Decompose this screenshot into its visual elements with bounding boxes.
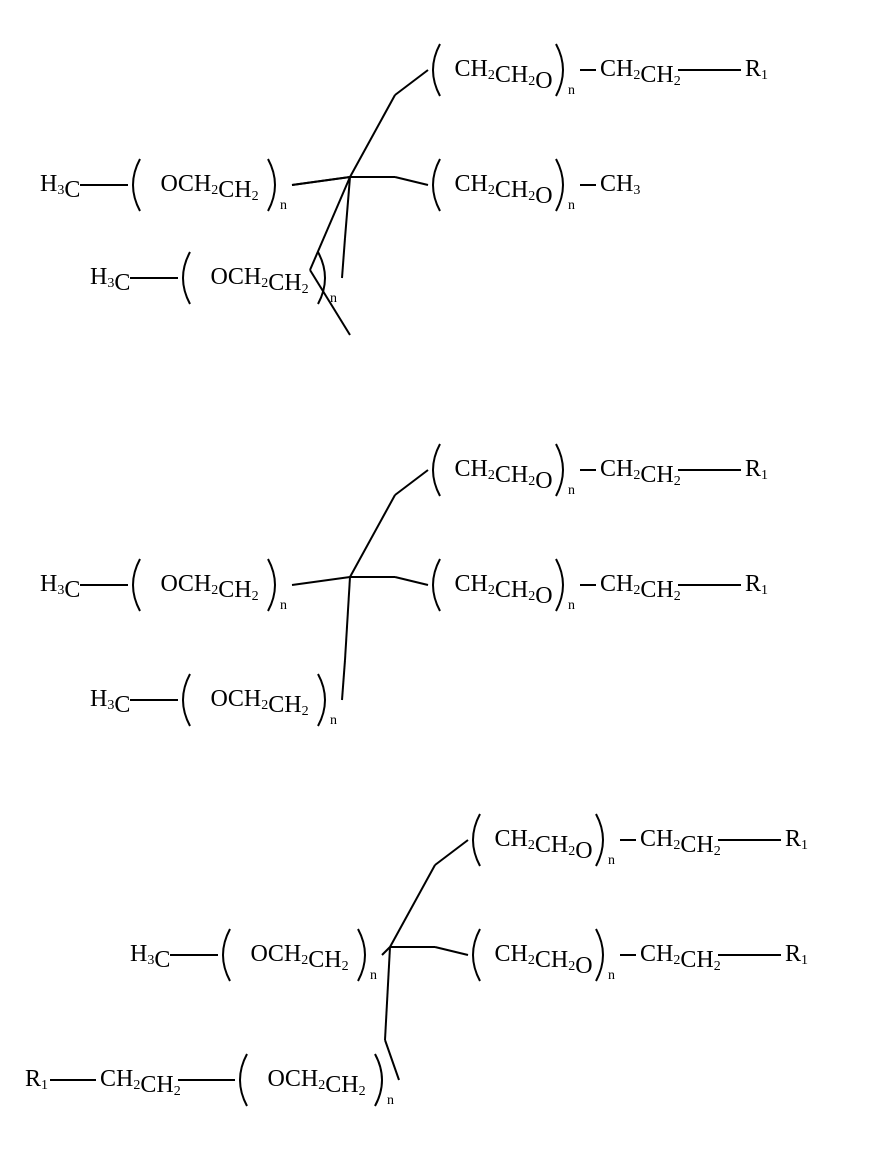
svg-text:n: n: [608, 968, 615, 983]
svg-text:n: n: [608, 853, 615, 868]
page-canvas: nCH2CH2OCH2CH2R1H3CnOCH2CH2nCH2CH2OCH3H3…: [0, 0, 893, 1157]
svg-text:n: n: [568, 598, 575, 613]
formula-s3-right-PEO: CH2CH2O: [495, 941, 593, 979]
formula-s3-bl-OCC: OCH2CH2: [268, 1066, 366, 1100]
formula-s3-bl-tail: CH2CH2: [100, 1066, 181, 1100]
formula-s2-right-R1: R1: [745, 571, 768, 599]
formula-s2-top-tail: CH2CH2: [600, 456, 681, 490]
formula-s2-bl-OCC: OCH2CH2: [211, 686, 309, 720]
chemical-structures-svg: nCH2CH2OCH2CH2R1H3CnOCH2CH2nCH2CH2OCH3H3…: [0, 0, 893, 1157]
formula-s1-left-OCC: OCH2CH2: [161, 171, 259, 205]
formula-s1-top-tail: CH2CH2: [600, 56, 681, 90]
formula-s1-top-PEO: CH2CH2O: [455, 56, 553, 94]
svg-text:n: n: [280, 198, 287, 213]
struct-1: nCH2CH2OCH2CH2R1H3CnOCH2CH2nCH2CH2OCH3H3…: [40, 44, 768, 335]
formula-s1-bl-H3C: H3C: [90, 264, 130, 296]
formula-s3-right-tail: CH2CH2: [640, 941, 721, 975]
formula-s3-left-OCC: OCH2CH2: [251, 941, 349, 975]
formula-s1-right-CH3: CH3: [600, 171, 640, 199]
formula-s3-top-PEO: CH2CH2O: [495, 826, 593, 864]
formula-s2-right-PEO: CH2CH2O: [455, 571, 553, 609]
svg-text:n: n: [568, 198, 575, 213]
formula-s1-right-PEO: CH2CH2O: [455, 171, 553, 209]
svg-text:n: n: [387, 1093, 394, 1108]
struct-3: nCH2CH2OCH2CH2R1H3CnOCH2CH2nCH2CH2OCH2CH…: [25, 814, 808, 1108]
formula-s3-top-R1: R1: [785, 826, 808, 854]
formula-s3-top-tail: CH2CH2: [640, 826, 721, 860]
svg-text:n: n: [568, 83, 575, 98]
svg-text:n: n: [370, 968, 377, 983]
formula-s2-left-H3C: H3C: [40, 571, 80, 603]
formula-s2-left-OCC: OCH2CH2: [161, 571, 259, 605]
formula-s1-left-H3C: H3C: [40, 171, 80, 203]
formula-s1-bl-OCC: OCH2CH2: [211, 264, 309, 298]
formula-s2-top-PEO: CH2CH2O: [455, 456, 553, 494]
formula-s1-top-R1: R1: [745, 56, 768, 84]
formula-s2-bl-H3C: H3C: [90, 686, 130, 718]
formula-s2-top-R1: R1: [745, 456, 768, 484]
struct-2: nCH2CH2OCH2CH2R1H3CnOCH2CH2nCH2CH2OCH2CH…: [40, 444, 768, 728]
svg-text:n: n: [330, 713, 337, 728]
svg-text:n: n: [568, 483, 575, 498]
formula-s3-left-H3C: H3C: [130, 941, 170, 973]
formula-s2-right-tail: CH2CH2: [600, 571, 681, 605]
formula-s3-bl-R1: R1: [25, 1066, 48, 1094]
formula-s3-right-R1: R1: [785, 941, 808, 969]
svg-text:n: n: [280, 598, 287, 613]
